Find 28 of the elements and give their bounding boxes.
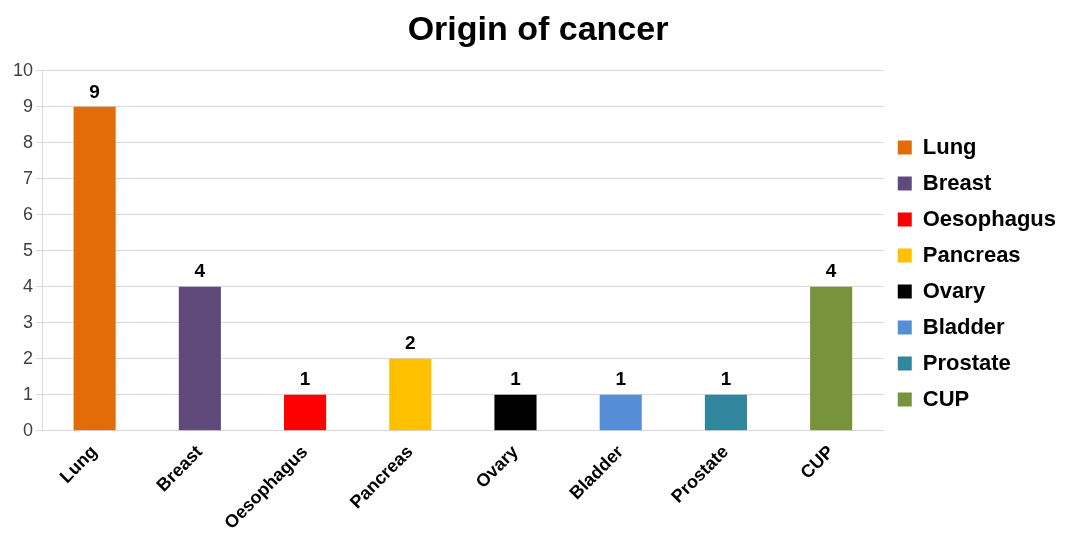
data-label: 4 — [194, 260, 206, 282]
data-label: 1 — [720, 368, 732, 390]
legend-label: Lung — [922, 133, 977, 159]
legend-label: Bladder — [922, 313, 1006, 339]
y-tick-label: 6 — [23, 203, 34, 224]
data-label: 2 — [404, 332, 416, 354]
data-label: 9 — [89, 80, 100, 102]
chart-title: Origin of cancer — [407, 8, 669, 47]
y-tick-label: 2 — [23, 347, 34, 368]
y-tick-label: 10 — [12, 59, 34, 80]
y-tick-label: 7 — [23, 167, 34, 188]
y-tick-label: 3 — [23, 311, 34, 332]
y-tick-label: 5 — [23, 239, 34, 260]
data-label: 1 — [615, 368, 627, 390]
legend-label: Oesophagus — [922, 205, 1056, 231]
y-tick-label: 1 — [23, 383, 34, 404]
data-label: 4 — [825, 260, 837, 282]
data-label: 1 — [299, 368, 311, 390]
legend-label: Prostate — [922, 349, 1011, 375]
legend-label: CUP — [922, 385, 970, 411]
legend-label: Pancreas — [922, 241, 1021, 267]
data-label: 1 — [510, 368, 522, 390]
y-tick-label: 0 — [23, 419, 34, 440]
y-tick-label: 4 — [23, 275, 34, 296]
legend-label: Breast — [922, 169, 992, 195]
y-tick-label: 8 — [23, 131, 34, 152]
legend-label: Ovary — [922, 277, 986, 303]
y-tick-label: 9 — [23, 95, 34, 116]
